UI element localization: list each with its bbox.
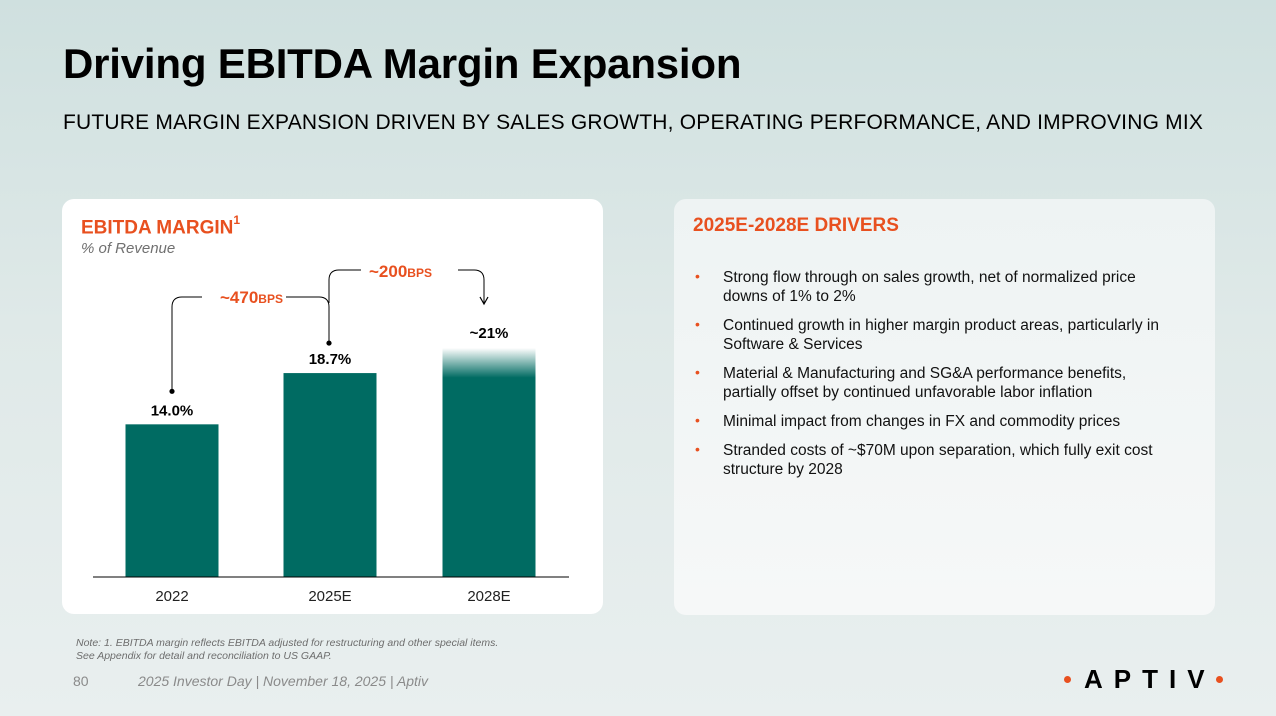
annotation-connector [171, 296, 202, 392]
driver-item-text: Minimal impact from changes in FX and co… [723, 413, 1121, 430]
data-label: 14.0% [151, 402, 194, 419]
drivers-list: • Strong flow through on sales growth, ne… [693, 268, 1183, 489]
bar-2025e [283, 373, 377, 577]
page-subtitle: FUTURE MARGIN EXPANSION DRIVEN BY SALES … [63, 111, 1204, 134]
annotation-dot [326, 340, 332, 346]
footer-event-text: 2025 Investor Day | November 18, 2025 | … [138, 673, 429, 689]
annotation-label: ~200BPS [369, 262, 432, 281]
x-tick-label: 2022 [155, 588, 188, 605]
annotation-label: ~470BPS [220, 288, 283, 307]
x-tick-label: 2028E [467, 588, 510, 605]
annotation-value: ~200 [369, 262, 407, 281]
footnote-line: See Appendix for detail and reconciliati… [76, 650, 332, 662]
logo-wordmark: APTIV [1084, 664, 1216, 694]
bullet-icon: • [695, 441, 700, 457]
data-label: 18.7% [309, 351, 352, 368]
annotation-connector [286, 296, 330, 344]
annotation-dot [169, 388, 175, 394]
logo-dot-left [1064, 675, 1071, 683]
annotation-connector [458, 269, 485, 303]
driver-item: • Stranded costs of ~$70M upon separation… [693, 441, 1183, 479]
aptiv-logo: APTIV [1064, 665, 1223, 693]
logo-dot-right [1215, 675, 1223, 683]
data-label: ~21% [470, 325, 509, 342]
arrow-down-icon [479, 296, 489, 306]
driver-item: • Continued growth in higher margin produ… [693, 316, 1183, 354]
bullet-icon: • [695, 316, 700, 332]
drivers-card: 2025E-2028E DRIVERS • Strong flow through… [674, 199, 1215, 615]
bullet-icon: • [695, 268, 700, 284]
annotation-connector [328, 269, 361, 303]
bullet-icon: • [695, 412, 700, 428]
bar-2028e [442, 348, 536, 577]
chart-subtitle: % of Revenue [81, 240, 176, 257]
driver-item-text: Material & Manufacturing and SG&A perfor… [723, 365, 1127, 401]
footnote-line: Note: 1. EBITDA margin reflects EBITDA a… [76, 637, 499, 649]
bar-2022 [125, 424, 219, 577]
driver-item: • Minimal impact from changes in FX and c… [693, 412, 1183, 431]
page-title: Driving EBITDA Margin Expansion [63, 40, 742, 87]
driver-item-text: Strong flow through on sales growth, net… [723, 269, 1136, 305]
ebitda-bar-chart: 14.0%202218.7%2025E~21%2028E~470BPS~200B… [93, 262, 569, 605]
driver-item-text: Stranded costs of ~$70M upon separation,… [723, 442, 1153, 478]
annotation-value: ~470 [220, 288, 258, 307]
chart-title: EBITDA MARGIN1 [81, 213, 241, 239]
chart-title-text: EBITDA MARGIN [81, 217, 234, 239]
drivers-title: 2025E-2028E DRIVERS [693, 215, 899, 236]
annotation-unit: BPS [258, 292, 283, 306]
driver-item-text: Continued growth in higher margin produc… [723, 317, 1159, 353]
driver-item: • Material & Manufacturing and SG&A perfo… [693, 364, 1183, 402]
annotation-unit: BPS [407, 266, 432, 280]
driver-item: • Strong flow through on sales growth, ne… [693, 268, 1183, 306]
ebitda-chart-card: EBITDA MARGIN1 % of Revenue 14.0% 2022 18.… [62, 199, 603, 614]
chart-title-footnote: 1 [233, 213, 241, 227]
footnote: Note: 1. EBITDA margin reflects EBITDA a… [76, 637, 498, 663]
x-tick-label: 2025E [308, 588, 351, 605]
bullet-icon: • [695, 364, 700, 380]
page-number: 80 [73, 673, 89, 689]
